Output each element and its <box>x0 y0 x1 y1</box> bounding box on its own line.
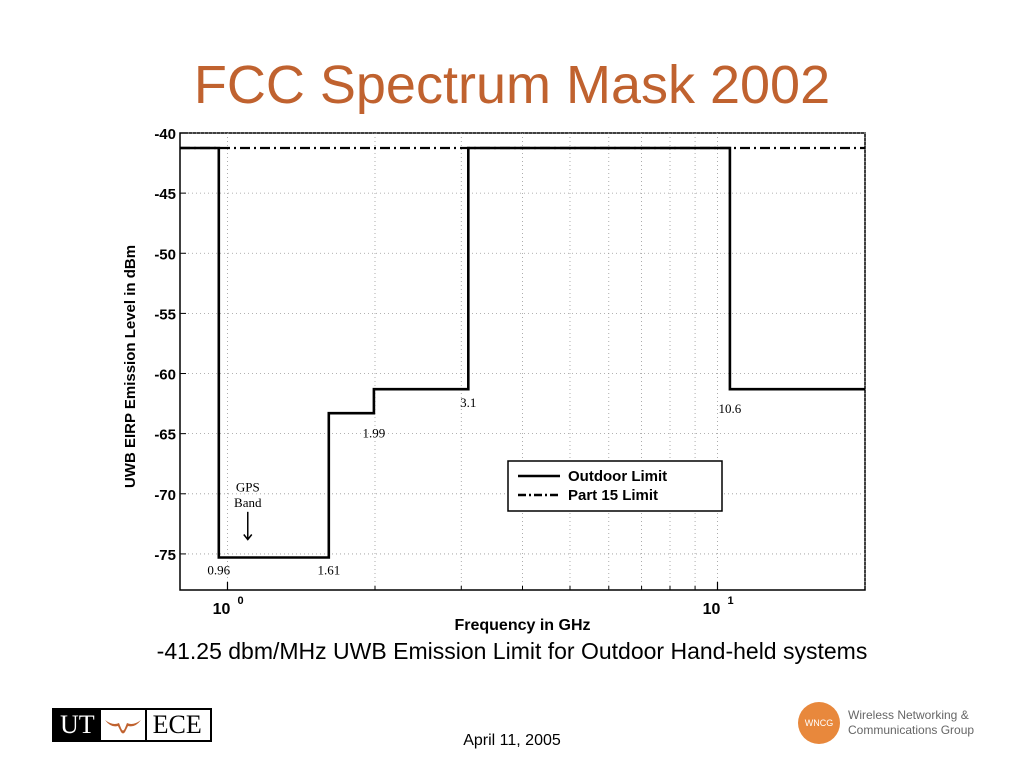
y-tick-label: -60 <box>154 367 176 384</box>
slide-date: April 11, 2005 <box>463 732 561 749</box>
slide-caption: -41.25 dbm/MHz UWB Emission Limit for Ou… <box>156 638 868 664</box>
y-tick-label: -45 <box>154 186 176 203</box>
legend-label: Outdoor Limit <box>568 468 667 485</box>
gps-arrowhead-icon <box>243 534 253 541</box>
x-tick-label: 10 <box>213 601 231 618</box>
annotation-label: 10.6 <box>719 401 742 416</box>
annotation-label: Band <box>234 495 262 510</box>
y-tick-label: -55 <box>154 306 176 323</box>
outdoor-limit-line <box>180 146 865 559</box>
y-tick-label: -50 <box>154 246 176 263</box>
y-tick-label: -70 <box>154 487 176 504</box>
x-axis-label: Frequency in GHz <box>454 617 590 634</box>
wncg-line-1: Wireless Networking & <box>848 708 969 722</box>
wncg-mark-icon: WNCG <box>798 702 840 744</box>
annotation-label: 3.1 <box>460 395 476 410</box>
wncg-text: Wireless Networking & Communications Gro… <box>848 708 974 738</box>
legend-label: Part 15 Limit <box>568 487 658 504</box>
legend-box <box>507 460 723 512</box>
annotation-label: GPS <box>236 479 260 494</box>
y-axis-label: UWB EIRP Emission Level in dBm <box>122 245 139 488</box>
x-tick-exponent: 0 <box>237 595 243 607</box>
ut-logo-text: UT <box>54 710 101 740</box>
annotation-label: 1.61 <box>317 562 340 577</box>
ut-ece-logo: UT ECE <box>52 708 212 742</box>
spectrum-mask-chart: -40 -45 -50 -55 -60 -65 -70 -75 10 0 10 1 Frequency … <box>122 126 866 634</box>
y-tick-label: -40 <box>154 126 176 143</box>
y-tick-label: -65 <box>154 427 176 444</box>
x-tick-exponent: 1 <box>727 595 733 607</box>
x-tick-label: 10 <box>703 601 721 618</box>
annotation-label: 1.99 <box>363 425 386 440</box>
annotation-label: 0.96 <box>207 562 230 577</box>
ece-logo-text: ECE <box>144 710 208 740</box>
y-tick-label: -75 <box>154 547 176 564</box>
wncg-line-2: Communications Group <box>848 723 975 737</box>
wncg-logo: WNCG Wireless Networking & Communication… <box>798 702 974 744</box>
longhorn-icon <box>101 710 145 740</box>
slide-title: FCC Spectrum Mask 2002 <box>193 55 831 115</box>
